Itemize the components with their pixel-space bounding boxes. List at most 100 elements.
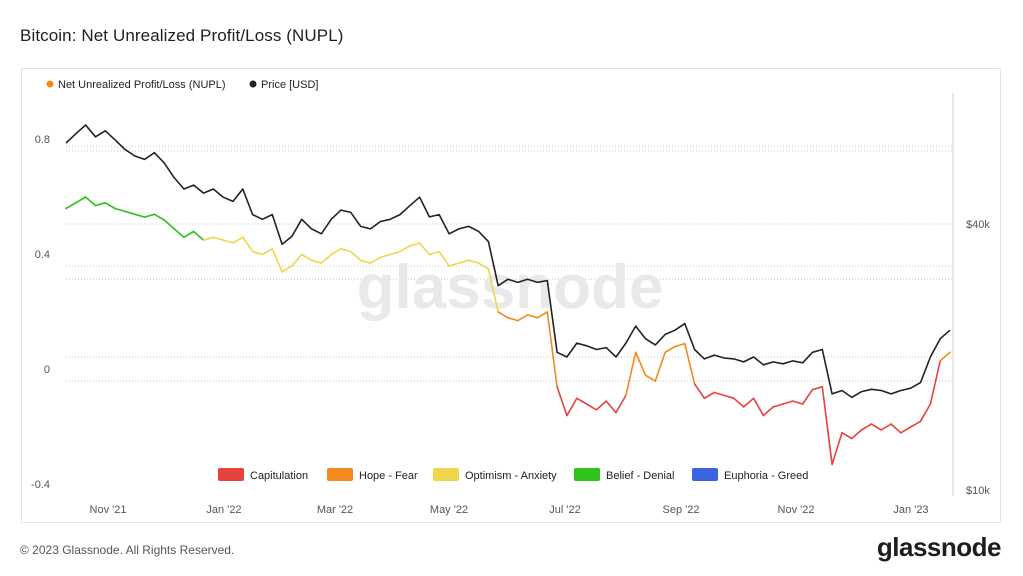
nupl-segment xyxy=(232,236,244,244)
nupl-segment xyxy=(625,351,637,397)
nupl-segment xyxy=(94,202,107,207)
zone-label: Hope - Fear xyxy=(359,470,418,482)
x-axis: Nov '21 Jan '22 Mar '22 May '22 Jul '22 Sep '… xyxy=(90,504,929,516)
nupl-segment xyxy=(654,351,667,382)
nupl-segment xyxy=(860,423,873,431)
nupl-segment xyxy=(261,248,274,256)
nupl-segment xyxy=(664,345,676,354)
nupl-segment xyxy=(605,400,617,414)
y-tick-label-right: $40k xyxy=(966,219,990,231)
nupl-segment xyxy=(644,374,657,382)
price-line xyxy=(65,124,951,399)
legend-label: Net Unrealized Profit/Loss (NUPL) xyxy=(58,79,226,91)
nupl-segment xyxy=(752,397,765,417)
nupl-segment xyxy=(575,397,588,405)
x-tick-label: May '22 xyxy=(430,504,468,516)
nupl-segment xyxy=(595,400,608,411)
page-title: Bitcoin: Net Unrealized Profit/Loss (NUP… xyxy=(20,26,344,45)
zone-swatch xyxy=(218,468,244,481)
nupl-segment xyxy=(841,431,853,440)
nupl-segment xyxy=(173,227,185,239)
nupl-segment xyxy=(546,311,558,388)
nupl-segment xyxy=(733,397,745,408)
nupl-segment xyxy=(821,385,833,466)
nupl-segment xyxy=(359,259,372,264)
nupl-segment xyxy=(929,360,942,405)
nupl-segment xyxy=(801,388,814,405)
nupl-segment xyxy=(349,250,362,262)
nupl-segment xyxy=(536,311,549,319)
y-tick-label-left: 0.8 xyxy=(35,134,50,146)
nupl-segment xyxy=(762,406,775,417)
grid xyxy=(66,145,952,382)
nupl-segment xyxy=(448,262,460,267)
nupl-segment xyxy=(782,400,794,405)
legend-label: Price [USD] xyxy=(261,79,318,91)
nupl-segment xyxy=(585,403,598,411)
y-tick-label-left: 0.4 xyxy=(35,249,50,261)
nupl-segment xyxy=(909,420,922,428)
nupl-segment xyxy=(791,400,804,405)
nupl-segment xyxy=(418,242,431,256)
legend-dot xyxy=(249,80,257,88)
x-tick-label: Jan '23 xyxy=(893,504,928,516)
nupl-segment xyxy=(310,259,323,264)
nupl-segment xyxy=(438,250,450,267)
x-tick-label: Jan '22 xyxy=(206,504,241,516)
nupl-segment xyxy=(143,213,156,218)
zone-legend[interactable]: Capitulation Hope - Fear Optimism - Anxiet… xyxy=(218,468,808,482)
nupl-segment xyxy=(369,256,382,264)
nupl-segment xyxy=(713,391,725,397)
nupl-segment xyxy=(320,253,333,264)
nupl-segment xyxy=(772,403,784,408)
y-tick-label-left: 0 xyxy=(44,364,50,376)
nupl-segment xyxy=(890,423,902,434)
nupl-segment xyxy=(330,248,342,256)
zone-swatch xyxy=(433,468,459,481)
zone-swatch xyxy=(692,468,718,481)
glassnode-logo[interactable]: glassnode xyxy=(876,532,1002,562)
nupl-segment xyxy=(428,250,441,256)
y-axis-right: $40k $10k xyxy=(966,219,990,497)
legend[interactable]: Net Unrealized Profit/Loss (NUPL) Price [… xyxy=(46,79,319,91)
nupl-segment xyxy=(291,253,303,267)
nupl-segment xyxy=(467,259,480,264)
nupl-segment xyxy=(556,385,568,417)
nupl-segment xyxy=(703,391,716,400)
nupl-segment xyxy=(850,429,863,440)
nupl-segment xyxy=(124,210,136,216)
nupl-segment xyxy=(615,394,627,414)
nupl-segment xyxy=(723,394,735,400)
nupl-segment xyxy=(458,259,470,264)
legend-dot xyxy=(46,80,54,88)
nupl-segment xyxy=(477,262,490,270)
nupl-segment xyxy=(408,242,421,247)
nupl-segment xyxy=(271,248,283,273)
nupl-segment xyxy=(65,202,77,210)
nupl-segment xyxy=(497,311,509,319)
nupl-segment xyxy=(202,236,215,241)
nupl-segment xyxy=(104,202,116,210)
nupl-segment xyxy=(683,342,696,385)
nupl-segment xyxy=(212,236,224,241)
nupl-segment xyxy=(634,351,647,377)
nupl-segment xyxy=(183,230,195,239)
y-tick-label-left: -0.4 xyxy=(31,479,50,491)
nupl-segment xyxy=(399,245,411,253)
nupl-segment xyxy=(526,314,539,319)
nupl-segment xyxy=(300,253,313,262)
x-tick-label: Sep '22 xyxy=(663,504,700,516)
nupl-segment xyxy=(222,239,234,244)
nupl-segment xyxy=(939,351,951,362)
nupl-segment xyxy=(281,265,293,273)
y-tick-label-right: $10k xyxy=(966,485,990,497)
zone-label: Optimism - Anxiety xyxy=(465,470,557,482)
zone-swatch xyxy=(574,468,600,481)
watermark: glassnode xyxy=(357,253,664,322)
zone-swatch xyxy=(327,468,353,481)
nupl-segment xyxy=(114,207,126,213)
nupl-segment xyxy=(507,316,519,322)
nupl-segment xyxy=(379,253,391,259)
nupl-segment xyxy=(811,385,824,391)
